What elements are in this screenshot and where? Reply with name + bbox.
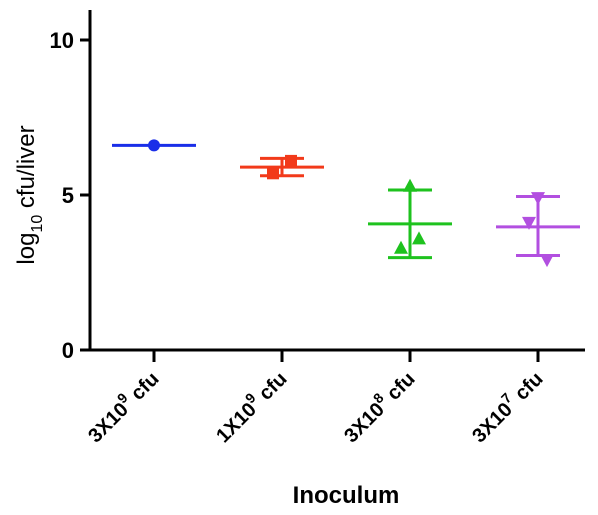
data-point (148, 139, 160, 152)
x-tick-label: 3X107 cfu (465, 364, 548, 447)
series-group (368, 178, 452, 260)
data-point (540, 254, 554, 268)
data-point (267, 167, 279, 180)
x-tick-label: 1X109 cfu (209, 364, 292, 447)
data-marks (112, 139, 580, 268)
x-axis-title: Inoculum (293, 482, 400, 509)
y-tick-label: 5 (62, 183, 74, 208)
data-point (403, 178, 417, 192)
y-tick-label: 10 (50, 28, 74, 53)
data-point (522, 216, 536, 230)
x-tick-label: 3X108 cfu (337, 364, 420, 447)
data-point (394, 240, 408, 254)
y-axis-title: log10 cfu/liver (13, 125, 46, 264)
data-point (285, 154, 297, 167)
data-point (412, 231, 426, 245)
axes (88, 10, 585, 352)
series-group (112, 139, 196, 152)
x-axis-ticks: 3X109 cfu 1X109 cfu 3X108 cfu 3X107 cfu (81, 350, 548, 447)
y-axis-ticks: 0 5 10 (50, 28, 90, 363)
series-group (240, 154, 324, 180)
series-group (496, 192, 580, 268)
y-tick-label: 0 (62, 338, 74, 363)
x-tick-label: 3X109 cfu (81, 364, 164, 447)
data-point (531, 192, 545, 206)
